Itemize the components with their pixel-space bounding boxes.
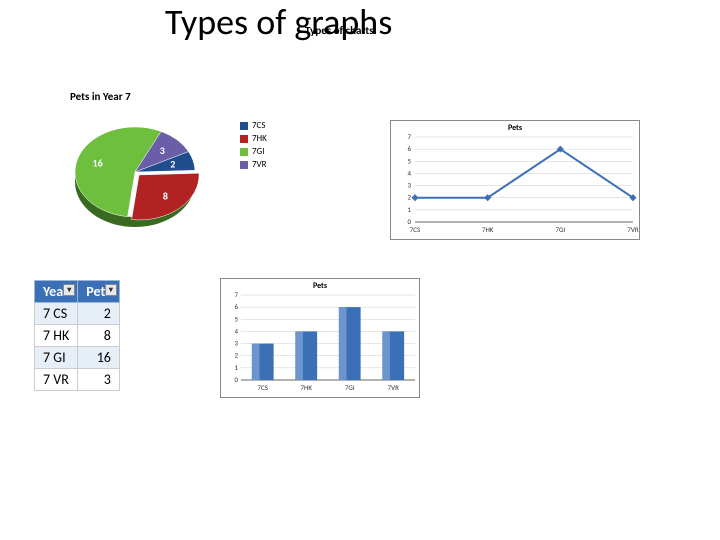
pie-slice-label: 16 bbox=[93, 157, 103, 170]
line-chart-title: Pets bbox=[391, 123, 639, 133]
table-cell: 2 bbox=[78, 303, 120, 325]
table-row: 7 HK8 bbox=[35, 325, 120, 347]
pie-chart-title: Pets in Year 7 bbox=[70, 90, 340, 103]
svg-text:2: 2 bbox=[407, 193, 411, 202]
pie-slice-label: 2 bbox=[170, 158, 175, 171]
svg-text:7CS: 7CS bbox=[410, 225, 421, 234]
pie-chart-svg: 2 8 16 3 bbox=[60, 107, 220, 237]
legend-label: 7CS bbox=[252, 120, 266, 131]
filter-dropdown-icon[interactable]: ▾ bbox=[63, 284, 75, 296]
svg-text:7VR: 7VR bbox=[627, 225, 639, 234]
line-chart: Pets 012345677CS7HK7GI7VR bbox=[390, 120, 640, 240]
legend-swatch bbox=[240, 122, 248, 130]
svg-text:3: 3 bbox=[407, 181, 411, 190]
table-row: 7 VR3 bbox=[35, 369, 120, 391]
svg-text:7: 7 bbox=[407, 133, 411, 141]
legend-item: 7GI bbox=[240, 146, 267, 157]
bar-chart-svg: 0 1 2 3 4 5 6 7 7CS 7HK 7GI 7VR bbox=[221, 291, 421, 396]
table-cell: 3 bbox=[78, 369, 120, 391]
page-title: Types of graphs bbox=[165, 0, 392, 44]
data-table: Year▾Pets▾7 CS27 HK87 GI167 VR3 bbox=[34, 280, 194, 391]
svg-text:6: 6 bbox=[234, 302, 238, 311]
svg-text:4: 4 bbox=[407, 168, 411, 177]
pie-chart: Pets in Year 7 2 8 16 3 7CS 7HK 7GI 7VR bbox=[60, 90, 340, 240]
bar-chart-title: Pets bbox=[221, 281, 419, 291]
svg-text:7VR: 7VR bbox=[388, 383, 400, 392]
svg-text:1: 1 bbox=[234, 363, 238, 372]
svg-text:7HK: 7HK bbox=[482, 225, 494, 234]
svg-text:5: 5 bbox=[234, 314, 238, 323]
svg-text:2: 2 bbox=[234, 351, 238, 360]
table-header: Pets▾ bbox=[78, 281, 120, 303]
legend-item: 7HK bbox=[240, 133, 267, 144]
table-cell: 8 bbox=[78, 325, 120, 347]
line-marker bbox=[411, 194, 418, 201]
line-chart-svg: 012345677CS7HK7GI7VR bbox=[391, 133, 641, 238]
table-row: 7 CS2 bbox=[35, 303, 120, 325]
legend-label: 7VR bbox=[252, 159, 267, 170]
svg-text:1: 1 bbox=[407, 205, 411, 214]
pie-slice-label: 3 bbox=[160, 144, 165, 157]
page-subtitle: Types of charts bbox=[305, 24, 374, 37]
svg-text:7GI: 7GI bbox=[555, 225, 565, 234]
svg-text:7HK: 7HK bbox=[300, 383, 312, 392]
table-cell: 16 bbox=[78, 347, 120, 369]
svg-text:3: 3 bbox=[234, 339, 238, 348]
table-cell: 7 VR bbox=[35, 369, 78, 391]
svg-text:0: 0 bbox=[234, 375, 238, 384]
svg-text:7CS: 7CS bbox=[258, 383, 269, 392]
pie-chart-legend: 7CS 7HK 7GI 7VR bbox=[240, 120, 267, 172]
legend-label: 7GI bbox=[252, 146, 265, 157]
pie-slice-label: 8 bbox=[163, 190, 168, 203]
svg-text:7GI: 7GI bbox=[345, 383, 355, 392]
legend-swatch bbox=[240, 135, 248, 143]
legend-label: 7HK bbox=[252, 133, 267, 144]
table-cell: 7 HK bbox=[35, 325, 78, 347]
table-cell: 7 CS bbox=[35, 303, 78, 325]
svg-text:5: 5 bbox=[407, 156, 411, 165]
legend-item: 7VR bbox=[240, 159, 267, 170]
legend-swatch bbox=[240, 148, 248, 156]
bar-chart: Pets 0 1 2 3 4 5 6 7 7CS 7HK 7GI 7VR bbox=[220, 278, 420, 398]
table-header: Year▾ bbox=[35, 281, 78, 303]
svg-text:4: 4 bbox=[234, 326, 238, 335]
filter-dropdown-icon[interactable]: ▾ bbox=[105, 284, 117, 296]
table-cell: 7 GI bbox=[35, 347, 78, 369]
table: Year▾Pets▾7 CS27 HK87 GI167 VR3 bbox=[34, 280, 120, 391]
legend-swatch bbox=[240, 161, 248, 169]
title-block: Types of graphs Types of charts bbox=[165, 0, 392, 44]
svg-text:7: 7 bbox=[234, 291, 238, 299]
legend-item: 7CS bbox=[240, 120, 267, 131]
table-row: 7 GI16 bbox=[35, 347, 120, 369]
svg-text:6: 6 bbox=[407, 144, 411, 153]
